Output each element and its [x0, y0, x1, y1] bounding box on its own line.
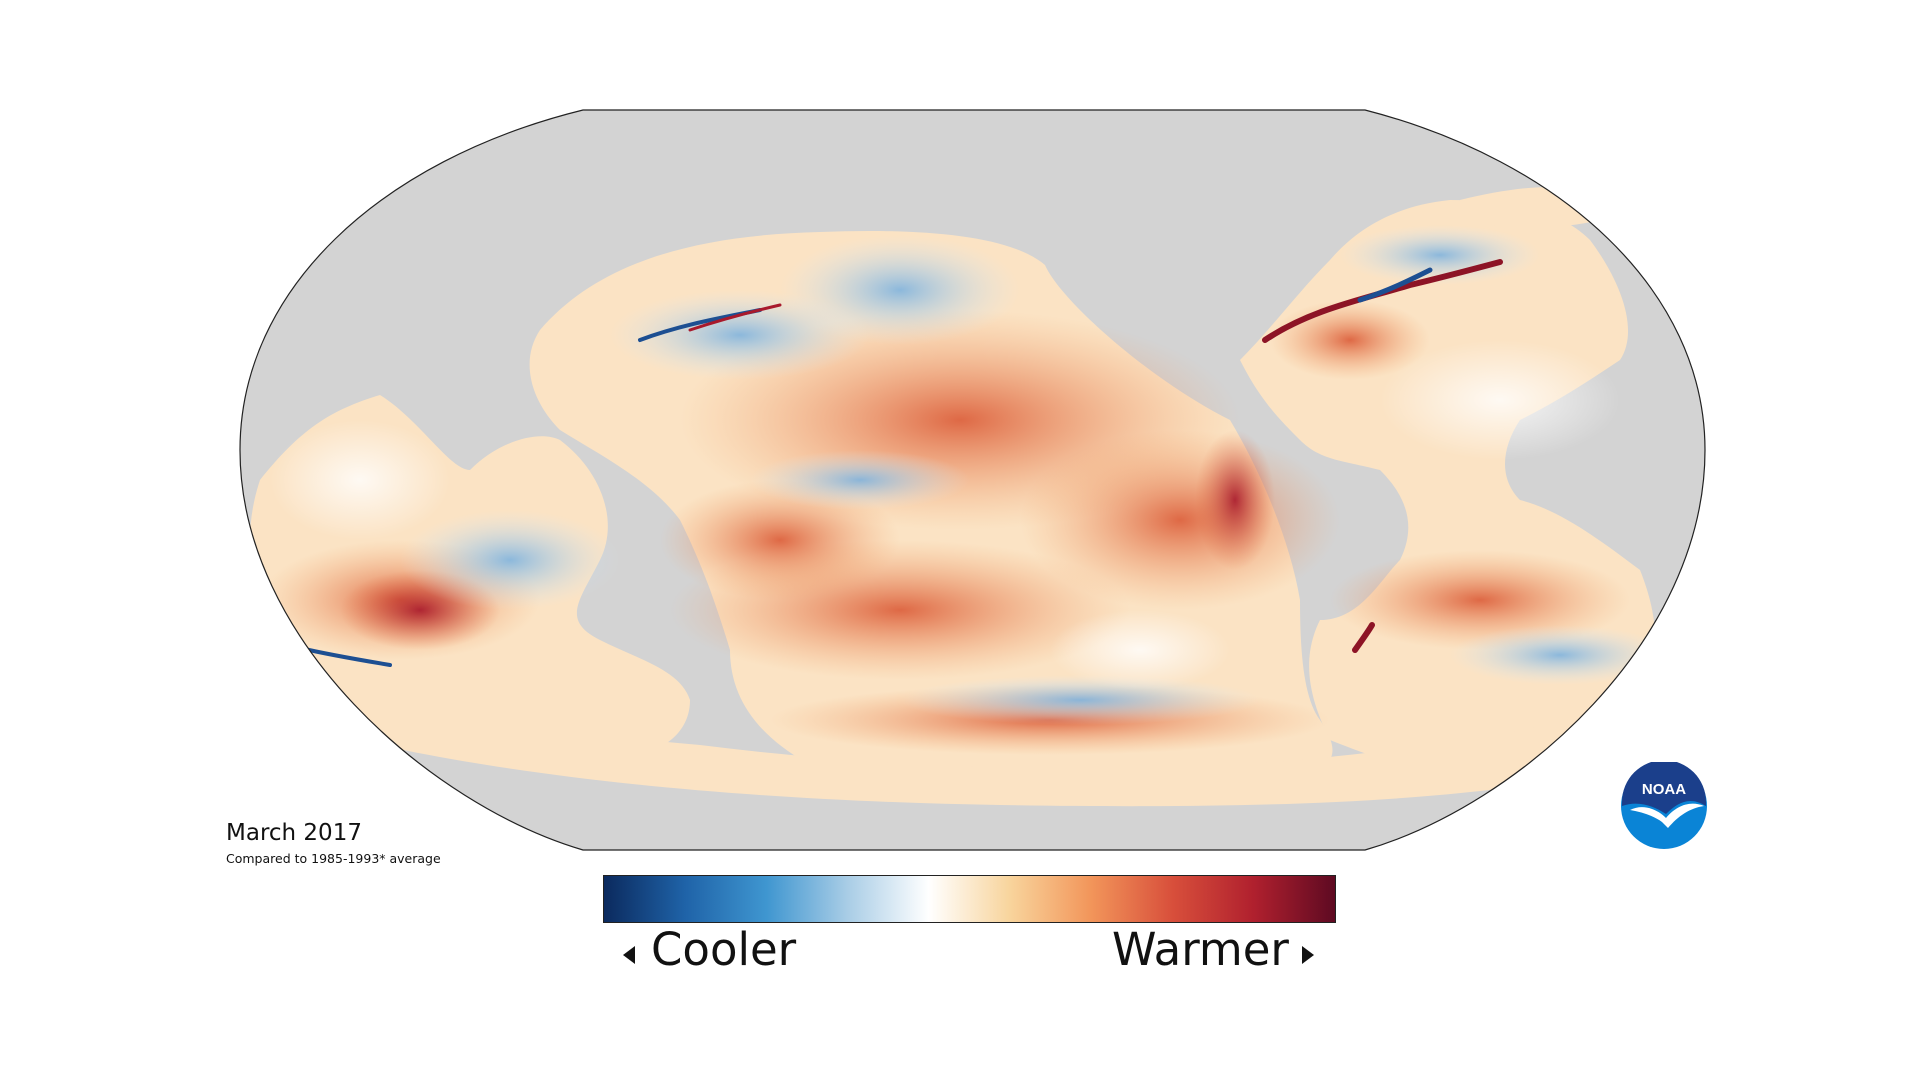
- anomaly-overlays: [260, 225, 1670, 755]
- right-arrow-icon: [1302, 946, 1314, 964]
- comparison-label: Compared to 1985-1993* average: [226, 851, 441, 866]
- color-scale-bar: [603, 875, 1336, 923]
- current-streaks: [298, 259, 1503, 667]
- date-label: March 2017: [226, 820, 362, 846]
- cooler-label: Cooler: [651, 923, 797, 976]
- left-arrow-icon: [623, 946, 635, 964]
- warmer-label: Warmer: [1112, 923, 1289, 976]
- noaa-logo-icon: NOAA: [1621, 762, 1707, 849]
- map-outline: [239, 109, 1706, 851]
- noaa-logo-text: NOAA: [1642, 781, 1686, 798]
